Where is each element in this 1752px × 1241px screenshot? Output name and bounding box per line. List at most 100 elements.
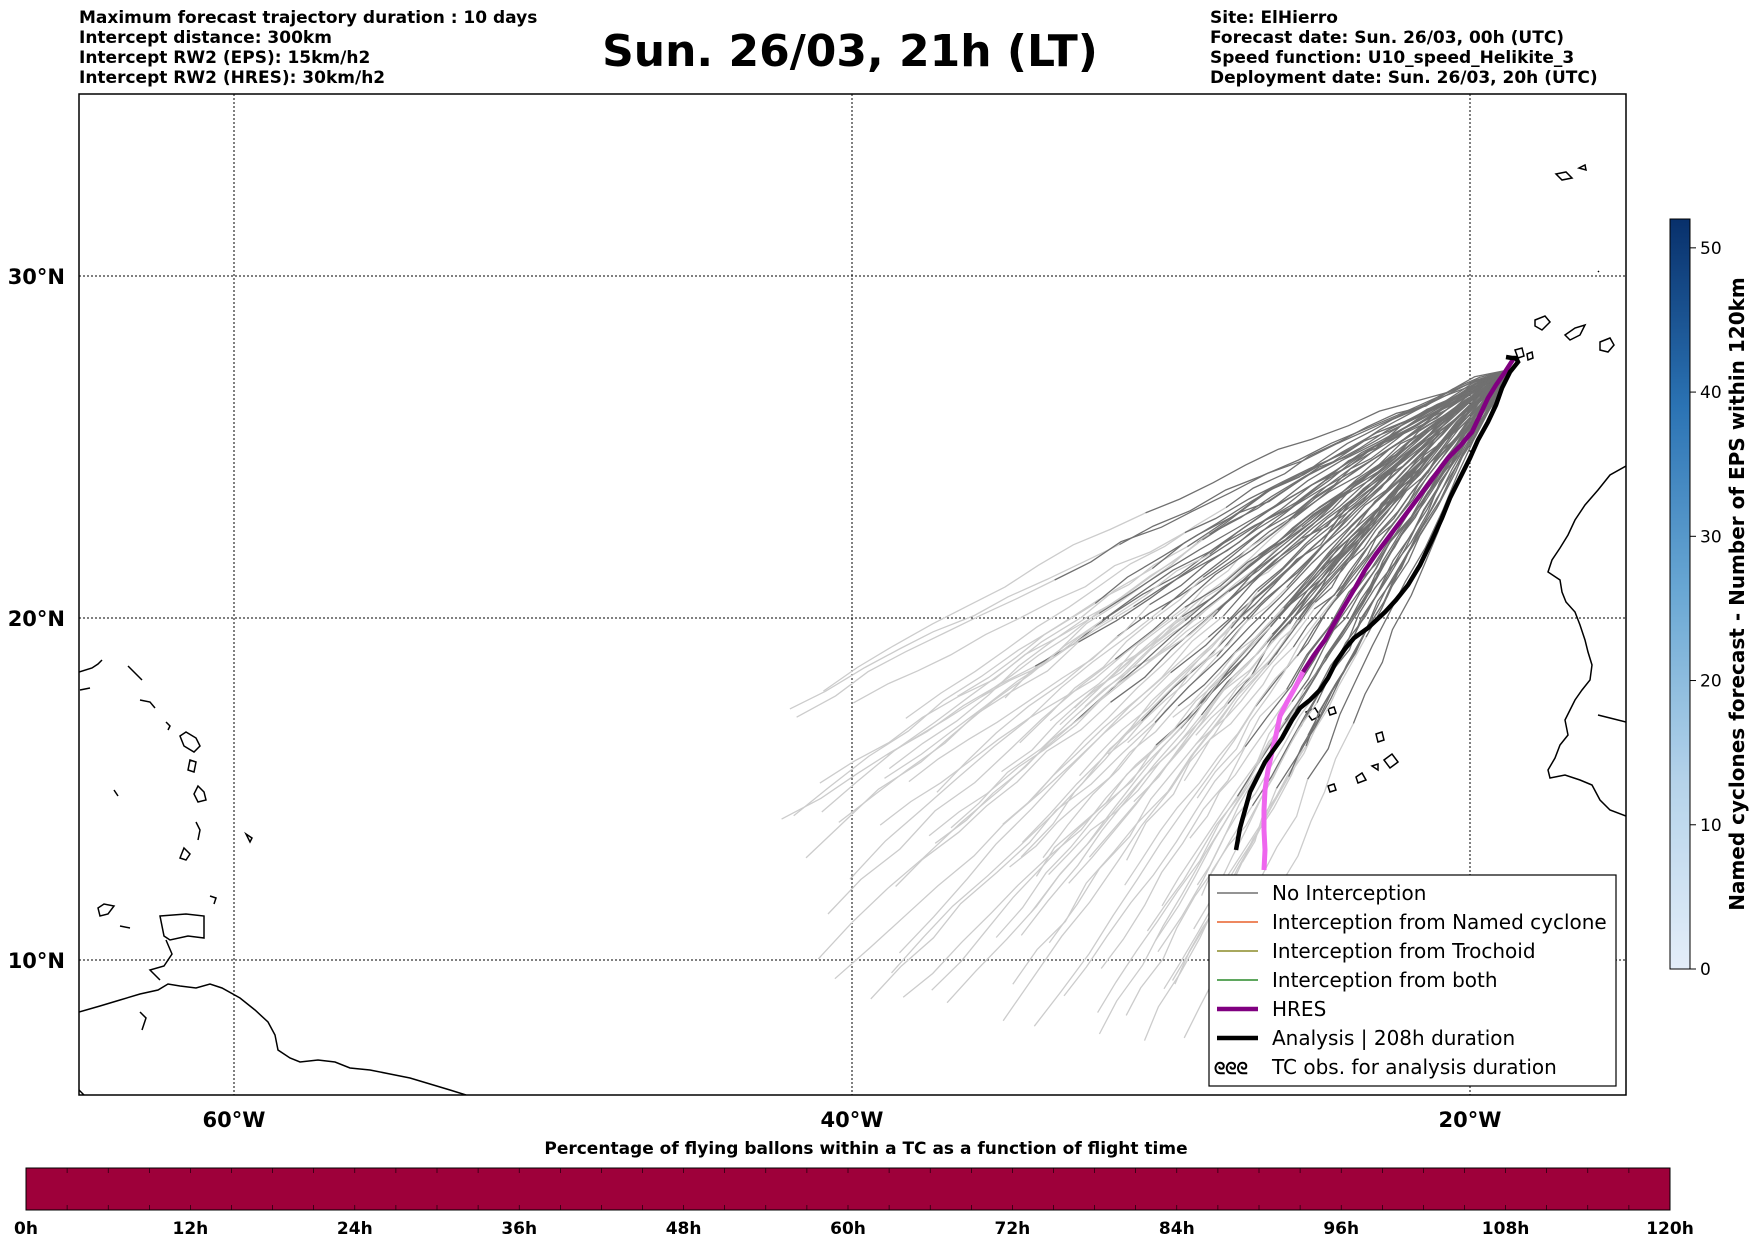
eps-track-segment (1195, 602, 1316, 736)
eps-track-segment (834, 672, 1172, 980)
legend-label: Interception from both (1272, 968, 1498, 992)
colorbar-tick-label: 20 (1700, 672, 1722, 692)
eps-track-segment (1180, 369, 1509, 729)
header-line: Forecast date: Sun. 26/03, 00h (UTC) (1210, 28, 1565, 48)
eps-track-segment (805, 619, 1103, 859)
legend-label: Analysis | 208h duration (1272, 1026, 1515, 1050)
eps-track-segment (1119, 369, 1509, 546)
legend-label: Interception from Named cyclone (1272, 910, 1607, 934)
header-line: Intercept RW2 (EPS): 15km/h2 (79, 48, 371, 68)
eps-track-segment (1124, 655, 1298, 886)
header-line: Deployment date: Sun. 26/03, 20h (UTC) (1210, 68, 1598, 88)
colorbar-gradient (1669, 218, 1691, 970)
eps-track-segment (1289, 369, 1509, 602)
colorbar-label: Named cyclones forecast - Number of EPS … (1725, 277, 1749, 911)
hres-track (1301, 356, 1516, 674)
header-line: Site: ElHierro (1210, 8, 1338, 28)
eps-track-segment (936, 604, 1150, 793)
legend-label: HRES (1272, 997, 1326, 1021)
coastlines (79, 163, 1626, 1095)
lon-tick-label: 60°W (203, 1108, 266, 1132)
eps-track-segment (1021, 627, 1232, 843)
eps-track-segment (1033, 706, 1257, 1027)
eps-track-segment (1183, 646, 1294, 782)
eps-track-segment (1151, 369, 1509, 570)
eps-track-segment (898, 615, 1224, 954)
eps-track-segment (1280, 369, 1509, 611)
eps-track-segment (1030, 607, 1285, 913)
eps-track-segment (1133, 633, 1273, 803)
legend: No Interception Interception from Named c… (1208, 874, 1617, 1087)
eps-track-segment (1288, 369, 1509, 777)
flight-time-bar-fill (25, 1167, 1671, 1211)
eps-track-segment (1020, 591, 1259, 858)
eps-track-segment (1225, 369, 1509, 509)
lat-tick-label: 20°N (8, 607, 65, 631)
flight-time-tick-label: 48h (666, 1219, 702, 1239)
eps-track-segment (1275, 369, 1509, 789)
eps-trajectories (781, 369, 1509, 1041)
eps-track-segment (796, 579, 1055, 718)
hres-track-late (1261, 670, 1306, 871)
legend-label: Interception from Trochoid (1272, 939, 1536, 963)
eps-track-segment (895, 701, 1111, 887)
eps-track-segment (886, 606, 1134, 756)
eps-track-segment (1284, 369, 1509, 721)
eps-track-segment (1030, 616, 1214, 801)
eps-track-segment (1161, 701, 1293, 907)
eps-track-segment (823, 512, 1146, 692)
eps-track-segment (1145, 369, 1509, 514)
colorbar-tick-label: 30 (1700, 527, 1722, 547)
eps-track-segment (1189, 686, 1298, 839)
eps-track-segment (1202, 369, 1509, 541)
flight-time-tick-label: 24h (337, 1219, 373, 1239)
flight-time-tick-label: 120h (1646, 1219, 1694, 1239)
lat-tick-label: 10°N (8, 949, 65, 973)
eps-track-segment (928, 609, 1219, 837)
eps-track-segment (1244, 369, 1509, 748)
eps-track-segment (1107, 587, 1288, 755)
eps-track-segment (852, 532, 1186, 704)
colorbar: 0 10 20 30 40 50 Named cyclones forecast - Nu… (1669, 218, 1749, 980)
eps-track-segment (1292, 369, 1509, 648)
colorbar-tick-label: 0 (1700, 960, 1711, 980)
eps-track-segment (905, 507, 1227, 719)
flight-time-tick-label: 0h (14, 1219, 38, 1239)
eps-track-segment (819, 612, 1100, 784)
legend-box (1208, 874, 1617, 1087)
eps-track-segment (1009, 705, 1179, 868)
eps-track-segment (1101, 369, 1509, 621)
eps-track-segment (1048, 639, 1274, 876)
tc-obs-icon: ᘓᘓᘓ (1214, 1059, 1248, 1078)
flight-time-title: Percentage of flying ballons within a TC… (544, 1139, 1187, 1159)
eps-track-segment (1184, 369, 1509, 608)
eps-track-segment (1077, 369, 1509, 643)
flight-time-bar: Percentage of flying ballons within a TC… (14, 1139, 1694, 1239)
header-left-info: Maximum forecast trajectory duration : 1… (79, 8, 537, 88)
header-line: Intercept RW2 (HRES): 30km/h2 (79, 68, 386, 88)
eps-track-segment (1125, 805, 1253, 1016)
eps-track-segment (1288, 369, 1509, 625)
eps-track-segment (1126, 619, 1299, 861)
flight-time-tick-label: 108h (1482, 1219, 1530, 1239)
colorbar-tick-label: 10 (1700, 816, 1722, 836)
eps-track-segment (870, 722, 1156, 1000)
eps-track-segment (1313, 369, 1509, 610)
legend-label: No Interception (1272, 881, 1426, 905)
axis-labels: 60°W 40°W 20°W 30°N 20°N 10°N (8, 265, 1502, 1132)
analysis-track (1233, 354, 1521, 851)
lon-tick-label: 20°W (1439, 1108, 1502, 1132)
eps-track-segment (1094, 519, 1290, 693)
eps-track-segment (1217, 369, 1509, 611)
eps-track-segment (1088, 641, 1268, 858)
flight-time-tick-label: 36h (501, 1219, 537, 1239)
eps-track-segment (1063, 689, 1288, 997)
eps-track-segment (827, 658, 1116, 915)
eps-track-segment (1098, 719, 1286, 1035)
eps-track-segment (1004, 542, 1198, 699)
eps-track-segment (1068, 623, 1290, 884)
map-frame (78, 93, 1627, 1096)
header-right-info: Site: ElHierro Forecast date: Sun. 26/03… (1210, 8, 1598, 88)
colorbar-tick-label: 50 (1700, 239, 1722, 259)
